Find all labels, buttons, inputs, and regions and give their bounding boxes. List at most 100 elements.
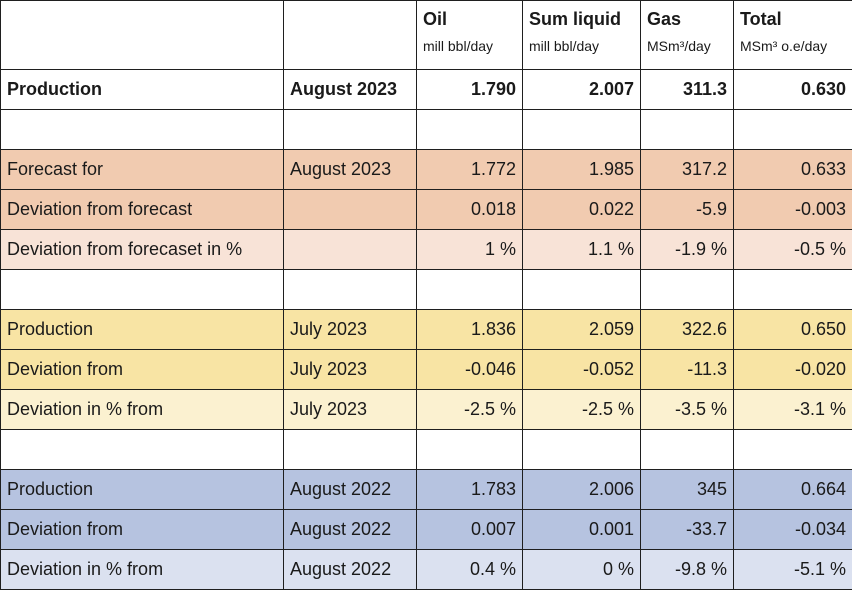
header-total: Total MSm³ o.e/day: [733, 0, 852, 70]
row-label: Deviation from: [0, 349, 284, 390]
table-row-deviation-forecast: Deviation from forecast 0.018 0.022 -5.9…: [0, 189, 852, 230]
gas-value: -9.8 %: [640, 549, 734, 590]
row-period: July 2023: [283, 349, 417, 390]
gas-value: 311.3: [640, 69, 734, 110]
row-period: August 2022: [283, 549, 417, 590]
total-value: -0.5 %: [733, 229, 852, 270]
total-value: -3.1 %: [733, 389, 852, 430]
row-label: Deviation in % from: [0, 549, 284, 590]
empty-cell: [640, 109, 734, 150]
sum-liquid-value: 1.1 %: [522, 229, 641, 270]
total-value: -5.1 %: [733, 549, 852, 590]
column-unit: MSm³/day: [647, 38, 711, 54]
oil-value: 0.4 %: [416, 549, 523, 590]
row-period: August 2022: [283, 509, 417, 550]
empty-cell: [522, 269, 641, 310]
table-row-deviation-prev-month: Deviation from July 2023 -0.046 -0.052 -…: [0, 349, 852, 390]
column-unit: MSm³ o.e/day: [740, 38, 828, 54]
sum-liquid-value: 0 %: [522, 549, 641, 590]
empty-cell: [0, 429, 284, 470]
spacer-row: [0, 109, 852, 150]
row-label: Deviation from forecaset in %: [0, 229, 284, 270]
empty-cell: [283, 269, 417, 310]
column-name: Oil: [423, 9, 448, 29]
total-value: -0.020: [733, 349, 852, 390]
spacer-row: [0, 269, 852, 310]
empty-cell: [733, 269, 852, 310]
row-label: Forecast for: [0, 149, 284, 190]
empty-cell: [522, 109, 641, 150]
oil-value: -2.5 %: [416, 389, 523, 430]
gas-value: 345: [640, 469, 734, 510]
table-row-production-prev-month: Production July 2023 1.836 2.059 322.6 0…: [0, 309, 852, 350]
row-period: [283, 229, 417, 270]
total-value: -0.003: [733, 189, 852, 230]
empty-cell: [416, 269, 523, 310]
sum-liquid-value: -2.5 %: [522, 389, 641, 430]
empty-cell: [733, 109, 852, 150]
row-label: Production: [0, 469, 284, 510]
header-gas: Gas MSm³/day: [640, 0, 734, 70]
table-row-production-prev-year: Production August 2022 1.783 2.006 345 0…: [0, 469, 852, 510]
empty-cell: [640, 269, 734, 310]
row-label: Production: [0, 69, 284, 110]
spacer-row: [0, 429, 852, 470]
oil-value: 0.007: [416, 509, 523, 550]
table-row-production-current: Production August 2023 1.790 2.007 311.3…: [0, 69, 852, 110]
row-period: July 2023: [283, 309, 417, 350]
column-name: Gas: [647, 9, 682, 29]
empty-cell: [283, 429, 417, 470]
column-name: Sum liquid: [529, 9, 621, 29]
row-label: Deviation from forecast: [0, 189, 284, 230]
gas-value: -33.7: [640, 509, 734, 550]
gas-value: 322.6: [640, 309, 734, 350]
row-period: August 2023: [283, 149, 417, 190]
oil-value: 0.018: [416, 189, 523, 230]
sum-liquid-value: 2.059: [522, 309, 641, 350]
gas-value: -3.5 %: [640, 389, 734, 430]
row-period: August 2023: [283, 69, 417, 110]
total-value: -0.034: [733, 509, 852, 550]
empty-cell: [416, 429, 523, 470]
empty-cell: [640, 429, 734, 470]
total-value: 0.664: [733, 469, 852, 510]
header-empty-cell: [0, 0, 284, 70]
header-row: Oil mill bbl/day Sum liquid mill bbl/day G…: [0, 0, 852, 70]
row-period: August 2022: [283, 469, 417, 510]
gas-value: -5.9: [640, 189, 734, 230]
column-unit: mill bbl/day: [529, 38, 600, 54]
sum-liquid-value: 1.985: [522, 149, 641, 190]
oil-value: 1.783: [416, 469, 523, 510]
column-name: Total: [740, 9, 782, 29]
row-label: Deviation in % from: [0, 389, 284, 430]
header-oil: Oil mill bbl/day: [416, 0, 523, 70]
total-value: 0.650: [733, 309, 852, 350]
table-row-deviation-prev-month-pct: Deviation in % from July 2023 -2.5 % -2.…: [0, 389, 852, 430]
gas-value: -11.3: [640, 349, 734, 390]
empty-cell: [522, 429, 641, 470]
total-value: 0.630: [733, 69, 852, 110]
empty-cell: [733, 429, 852, 470]
oil-value: 1.790: [416, 69, 523, 110]
oil-value: -0.046: [416, 349, 523, 390]
oil-value: 1.836: [416, 309, 523, 350]
table-row-deviation-prev-year-pct: Deviation in % from August 2022 0.4 % 0 …: [0, 549, 852, 590]
gas-value: 317.2: [640, 149, 734, 190]
table-row-deviation-prev-year: Deviation from August 2022 0.007 0.001 -…: [0, 509, 852, 550]
column-unit: mill bbl/day: [423, 38, 494, 54]
oil-value: 1.772: [416, 149, 523, 190]
row-label: Production: [0, 309, 284, 350]
empty-cell: [283, 109, 417, 150]
row-period: July 2023: [283, 389, 417, 430]
total-value: 0.633: [733, 149, 852, 190]
header-sum-liquid: Sum liquid mill bbl/day: [522, 0, 641, 70]
empty-cell: [0, 109, 284, 150]
empty-cell: [416, 109, 523, 150]
table-row-forecast: Forecast for August 2023 1.772 1.985 317…: [0, 149, 852, 190]
sum-liquid-value: 0.022: [522, 189, 641, 230]
gas-value: -1.9 %: [640, 229, 734, 270]
sum-liquid-value: 2.007: [522, 69, 641, 110]
header-empty-cell: [283, 0, 417, 70]
row-label: Deviation from: [0, 509, 284, 550]
